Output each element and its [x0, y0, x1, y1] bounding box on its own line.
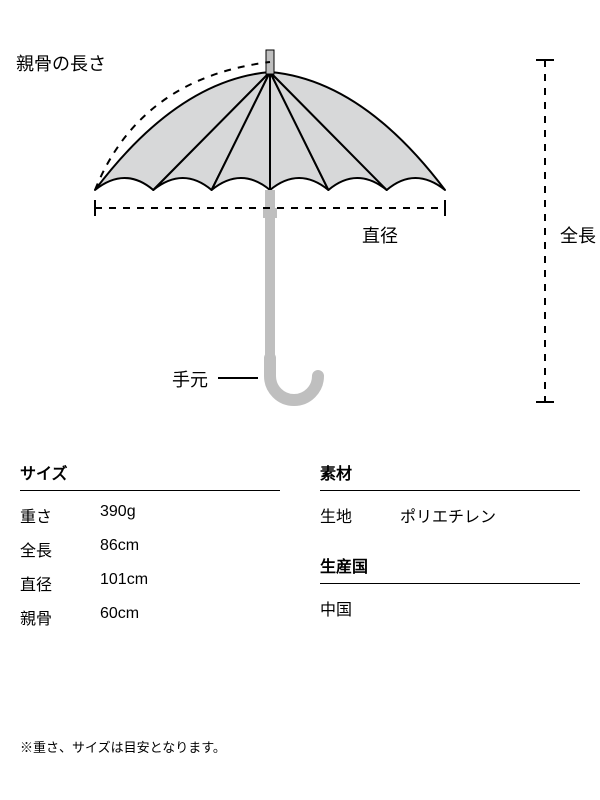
- diameter-label: 直径: [362, 222, 398, 248]
- material-value: ポリエチレン: [400, 503, 580, 527]
- umbrella-handle: [270, 358, 318, 400]
- right-column: 素材 生地 ポリエチレン 生産国 中国: [320, 460, 580, 639]
- size-value: 60cm: [100, 605, 280, 629]
- size-row: 全長 86cm: [20, 537, 280, 561]
- specs-area: サイズ 重さ 390g 全長 86cm 直径 101cm 親骨 60cm 素材 …: [20, 460, 580, 639]
- umbrella-diagram: 親骨の長さ 直径 全長 手元: [0, 0, 600, 440]
- origin-title: 生産国: [320, 553, 580, 584]
- size-key: 直径: [20, 571, 100, 595]
- size-column: サイズ 重さ 390g 全長 86cm 直径 101cm 親骨 60cm: [20, 460, 280, 639]
- total-length-label: 全長: [560, 222, 596, 248]
- umbrella-runner: [263, 208, 277, 218]
- size-value: 86cm: [100, 537, 280, 561]
- size-value: 101cm: [100, 571, 280, 595]
- rib-length-label: 親骨の長さ: [16, 50, 106, 76]
- size-row: 直径 101cm: [20, 571, 280, 595]
- size-row: 重さ 390g: [20, 503, 280, 527]
- size-value: 390g: [100, 503, 280, 527]
- size-key: 親骨: [20, 605, 100, 629]
- handle-label: 手元: [172, 366, 208, 392]
- size-key: 重さ: [20, 503, 100, 527]
- origin-row: 中国: [320, 596, 580, 620]
- size-key: 全長: [20, 537, 100, 561]
- footnote: ※重さ、サイズは目安となります。: [20, 737, 226, 756]
- material-row: 生地 ポリエチレン: [320, 503, 580, 527]
- material-title: 素材: [320, 460, 580, 491]
- material-key: 生地: [320, 503, 400, 527]
- origin-value: 中国: [320, 596, 580, 620]
- size-title: サイズ: [20, 460, 280, 491]
- umbrella-canopy: [95, 72, 445, 190]
- size-row: 親骨 60cm: [20, 605, 280, 629]
